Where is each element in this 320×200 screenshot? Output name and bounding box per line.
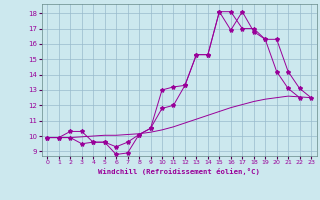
X-axis label: Windchill (Refroidissement éolien,°C): Windchill (Refroidissement éolien,°C)	[98, 168, 260, 175]
